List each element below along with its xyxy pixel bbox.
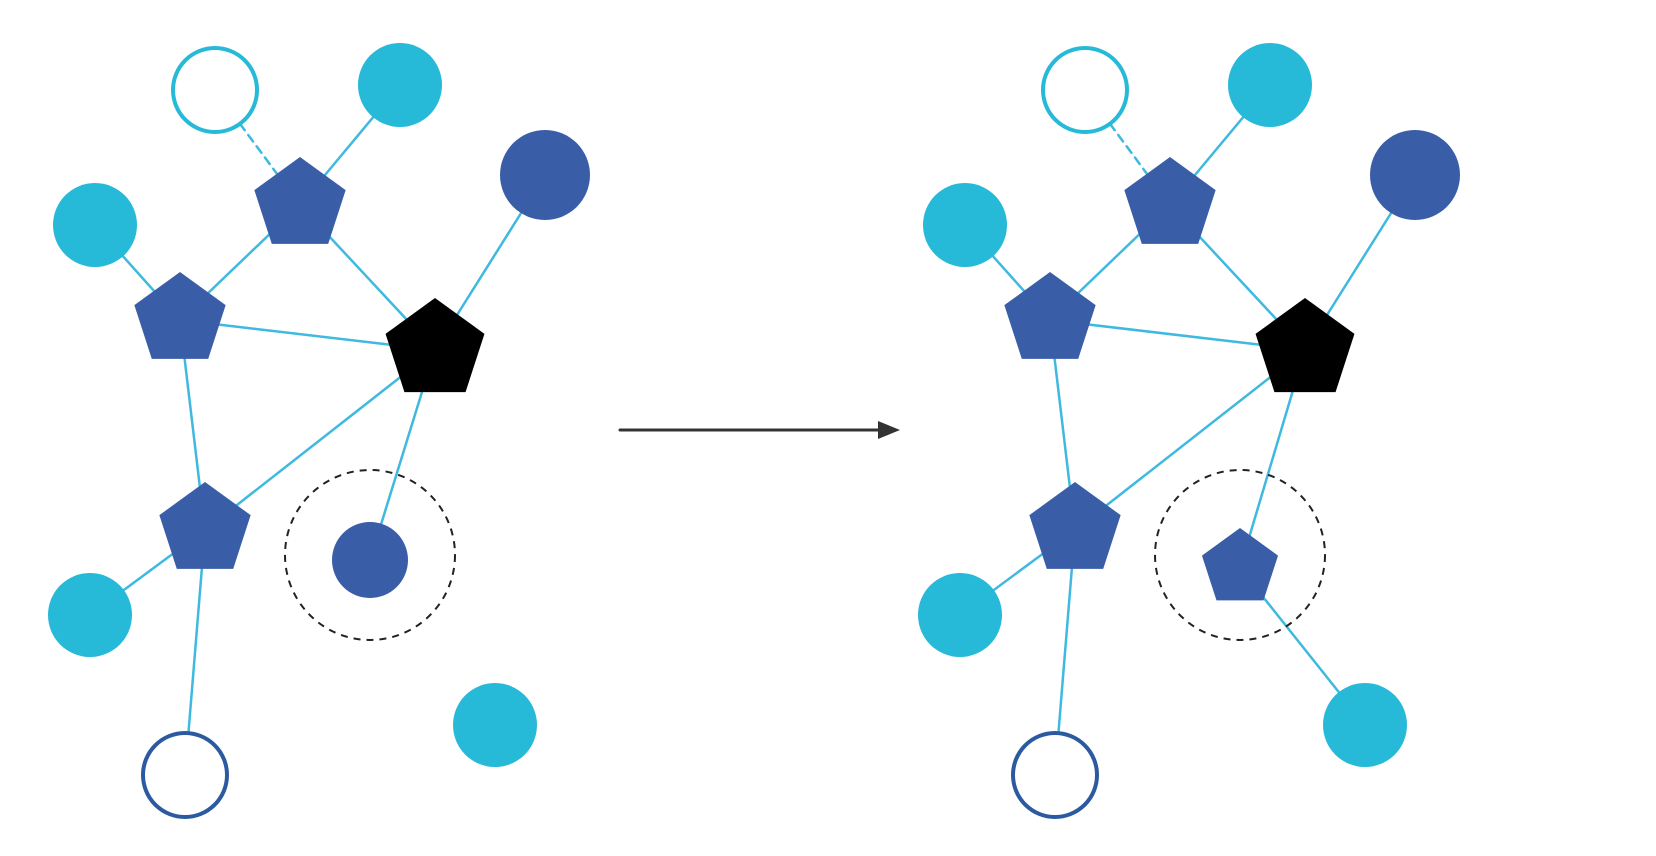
node-c_b_hollow bbox=[1013, 733, 1097, 817]
arrow-head bbox=[878, 421, 900, 439]
node-c_tl_hollow bbox=[1043, 48, 1127, 132]
diagram-canvas bbox=[0, 0, 1656, 856]
node-c_br_cyan bbox=[1323, 683, 1407, 767]
node-c_b_hollow bbox=[143, 733, 227, 817]
right-graph-nodes bbox=[918, 43, 1460, 817]
node-c_t_cyan bbox=[358, 43, 442, 127]
node-focus bbox=[1202, 528, 1278, 600]
node-c_bl_cyan bbox=[48, 573, 132, 657]
node-c_tr_blue bbox=[500, 130, 590, 220]
node-p_top bbox=[1124, 157, 1215, 244]
node-p_low bbox=[159, 482, 250, 569]
node-c_tl_hollow bbox=[173, 48, 257, 132]
node-c_tr_blue bbox=[1370, 130, 1460, 220]
left-graph-nodes bbox=[48, 43, 590, 817]
node-c_t_cyan bbox=[1228, 43, 1312, 127]
node-c_br_cyan bbox=[453, 683, 537, 767]
transition-arrow bbox=[620, 421, 900, 439]
node-focus bbox=[332, 522, 408, 598]
node-c_l_cyan bbox=[53, 183, 137, 267]
right-graph bbox=[918, 43, 1460, 817]
node-p_low bbox=[1029, 482, 1120, 569]
node-c_bl_cyan bbox=[918, 573, 1002, 657]
node-c_l_cyan bbox=[923, 183, 1007, 267]
node-p_top bbox=[254, 157, 345, 244]
left-graph bbox=[48, 43, 590, 817]
